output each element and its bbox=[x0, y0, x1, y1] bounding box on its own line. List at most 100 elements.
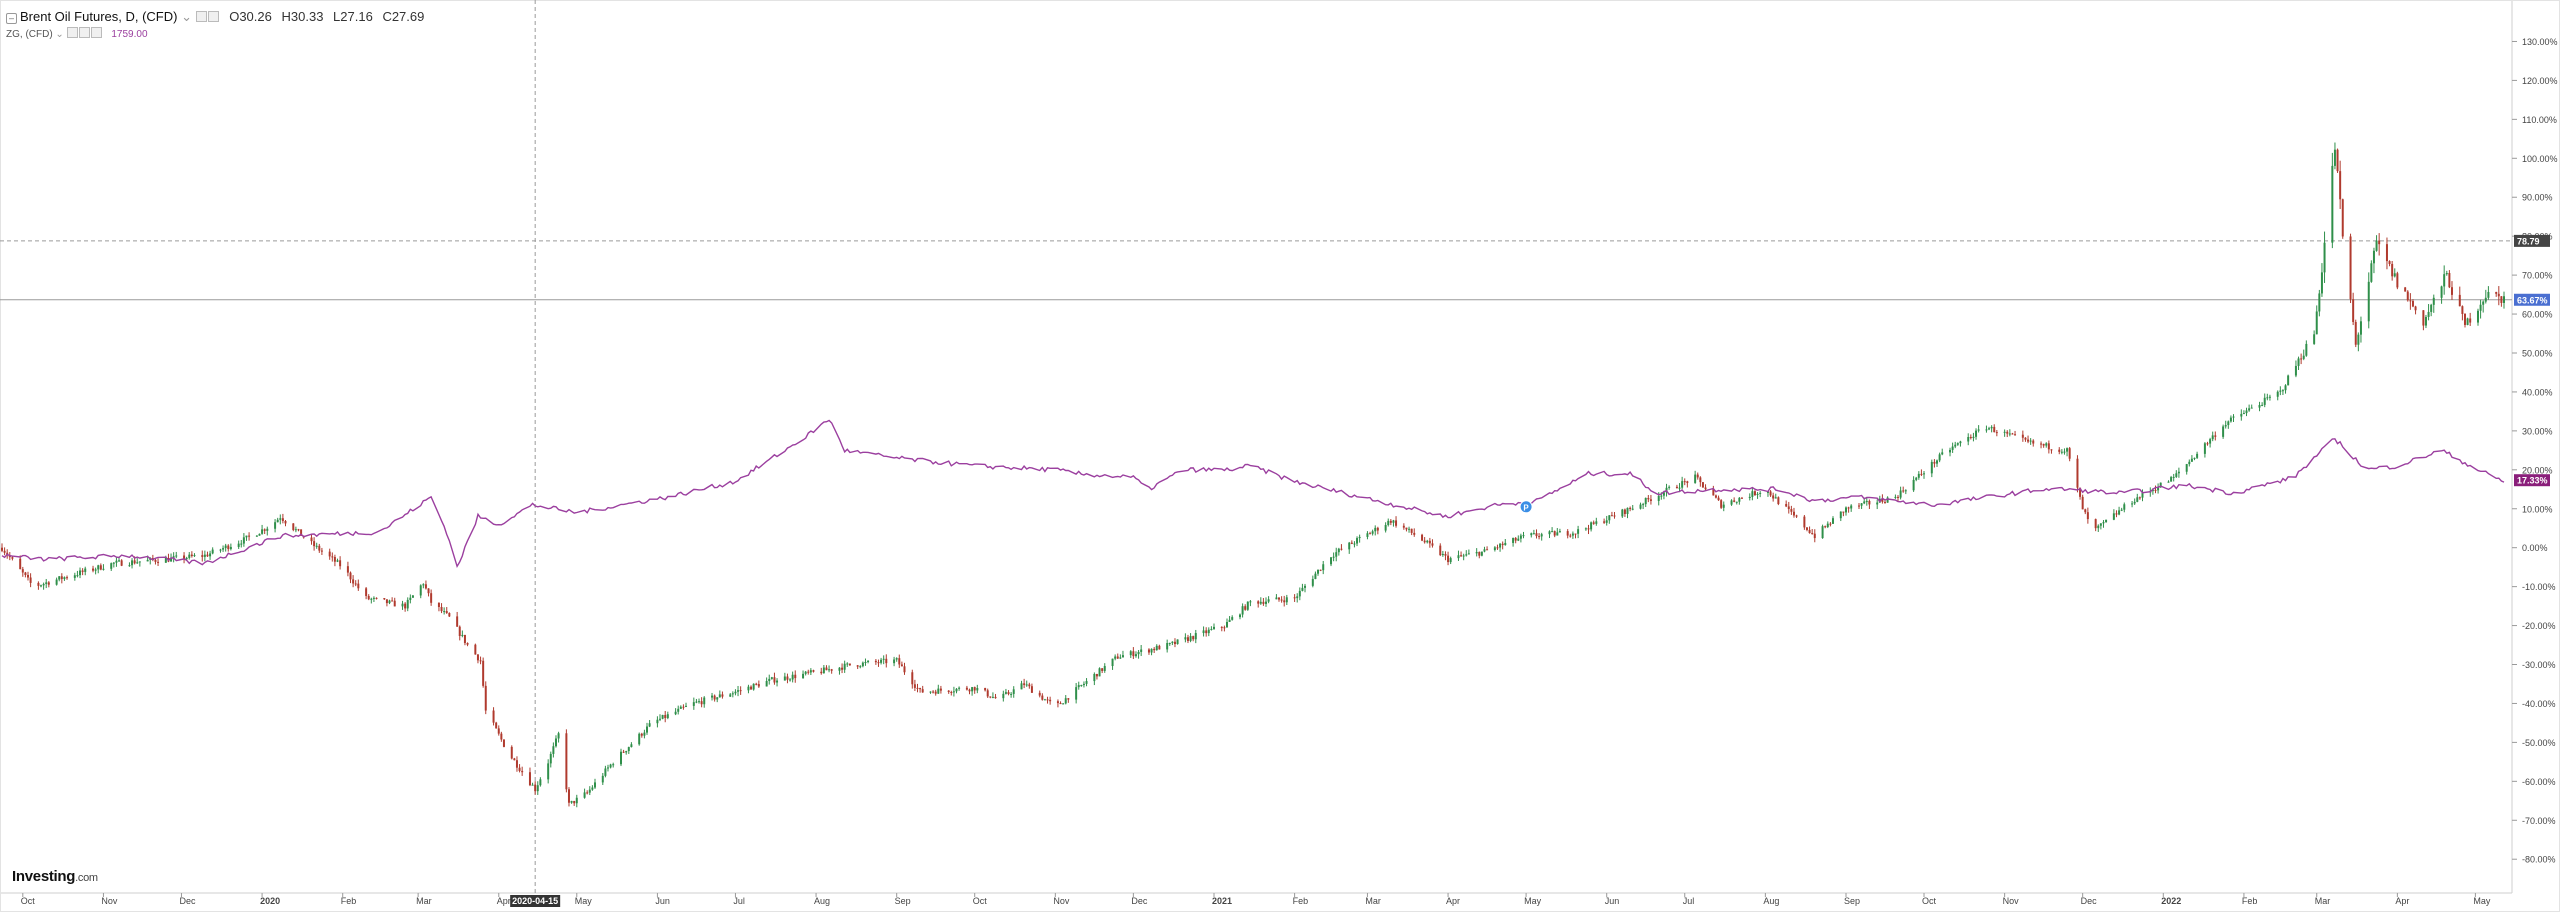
candle-up bbox=[1184, 637, 1187, 640]
candle-down bbox=[201, 555, 204, 557]
candle-up bbox=[131, 560, 134, 566]
overlay-visibility-icon[interactable] bbox=[66, 27, 78, 38]
candle-up bbox=[648, 723, 651, 727]
candle-down bbox=[1813, 533, 1816, 539]
settings-toggle-icon[interactable] bbox=[207, 11, 219, 22]
candle-down bbox=[1421, 534, 1424, 541]
candle-up bbox=[2440, 286, 2443, 298]
candle-up bbox=[1093, 674, 1096, 682]
candle-up bbox=[2297, 358, 2300, 366]
candle-up bbox=[1532, 533, 1535, 535]
candle-down bbox=[1496, 547, 1499, 549]
candle-up bbox=[1098, 668, 1101, 677]
candle-up bbox=[776, 680, 779, 683]
candle-down bbox=[528, 772, 531, 786]
candle-up bbox=[737, 690, 740, 692]
candle-up bbox=[2133, 501, 2136, 504]
candle-down bbox=[1714, 495, 1717, 498]
candle-down bbox=[367, 595, 370, 600]
candle-down bbox=[393, 600, 396, 607]
candle-up bbox=[612, 764, 615, 766]
candle-down bbox=[830, 669, 833, 671]
candle-up bbox=[1064, 698, 1067, 704]
candle-down bbox=[1623, 509, 1626, 514]
candle-up bbox=[752, 683, 755, 690]
candle-up bbox=[2367, 281, 2370, 322]
candle-up bbox=[1457, 555, 1460, 559]
candle-down bbox=[932, 691, 935, 693]
candle-down bbox=[1613, 515, 1616, 517]
candle-down bbox=[1153, 648, 1156, 651]
candle-up bbox=[937, 688, 940, 694]
candle-up bbox=[203, 554, 206, 557]
candle-up bbox=[94, 569, 97, 571]
candle-down bbox=[1733, 500, 1736, 502]
candle-up bbox=[40, 585, 43, 587]
candle-up bbox=[1571, 533, 1574, 536]
candle-down bbox=[898, 658, 901, 665]
candle-up bbox=[976, 688, 979, 691]
candle-down bbox=[807, 671, 810, 673]
candle-up bbox=[1387, 520, 1390, 526]
candle-down bbox=[1486, 549, 1489, 551]
candle-down bbox=[1881, 498, 1884, 502]
candle-up bbox=[1631, 508, 1634, 510]
candle-down bbox=[2214, 435, 2217, 437]
candle-down bbox=[2378, 240, 2381, 245]
candle-up bbox=[370, 598, 373, 600]
candle-up bbox=[601, 775, 604, 783]
candle-up bbox=[625, 751, 628, 753]
candle-down bbox=[2385, 244, 2388, 262]
candle-up bbox=[1483, 549, 1486, 552]
candle-down bbox=[1566, 531, 1569, 536]
candle-down bbox=[2414, 306, 2417, 311]
candle-up bbox=[2305, 343, 2308, 356]
candle-down bbox=[1569, 535, 1572, 537]
candle-down bbox=[1041, 695, 1044, 700]
event-marker-icon bbox=[1519, 500, 1533, 514]
candle-up bbox=[1238, 614, 1241, 618]
candle-up bbox=[2357, 334, 2360, 345]
candle-up bbox=[1168, 642, 1171, 644]
candle-down bbox=[2042, 443, 2045, 446]
candle-up bbox=[2323, 242, 2326, 273]
candle-down bbox=[1293, 597, 1296, 599]
collapse-legend-icon[interactable]: – bbox=[6, 13, 17, 24]
candle-down bbox=[385, 599, 388, 604]
candle-down bbox=[1220, 626, 1223, 628]
candle-down bbox=[1095, 674, 1098, 677]
candle-down bbox=[1704, 487, 1707, 490]
candle-down bbox=[848, 663, 851, 666]
candle-up bbox=[802, 673, 805, 679]
candle-down bbox=[1402, 525, 1405, 528]
candle-up bbox=[1025, 684, 1028, 686]
candle-up bbox=[1384, 525, 1387, 531]
candle-up bbox=[2099, 523, 2102, 526]
candle-up bbox=[734, 691, 737, 694]
candle-up bbox=[1077, 685, 1080, 688]
candle-down bbox=[2458, 294, 2461, 307]
candle-down bbox=[183, 555, 186, 560]
candle-up bbox=[2294, 365, 2297, 376]
candle-up bbox=[1941, 452, 1944, 455]
candle-up bbox=[193, 555, 196, 557]
visibility-toggle-icon[interactable] bbox=[195, 11, 207, 22]
candle-down bbox=[1805, 527, 1808, 530]
candle-down bbox=[354, 583, 357, 585]
candle-up bbox=[401, 603, 404, 607]
candle-up bbox=[2136, 497, 2139, 502]
x-tick-label: Dec bbox=[1131, 896, 1148, 906]
candle-up bbox=[2063, 451, 2066, 453]
overlay-settings-icon[interactable] bbox=[78, 27, 90, 38]
candle-up bbox=[1923, 473, 1926, 475]
x-tick-label: Sep bbox=[895, 896, 911, 906]
candle-down bbox=[1884, 501, 1887, 503]
x-tick-label: Mar bbox=[1365, 896, 1381, 906]
candle-up bbox=[2190, 458, 2193, 462]
candle-up bbox=[1241, 606, 1244, 615]
candle-up bbox=[604, 768, 607, 776]
x-tick-label: Jun bbox=[1605, 896, 1620, 906]
overlay-remove-icon[interactable] bbox=[90, 27, 102, 38]
